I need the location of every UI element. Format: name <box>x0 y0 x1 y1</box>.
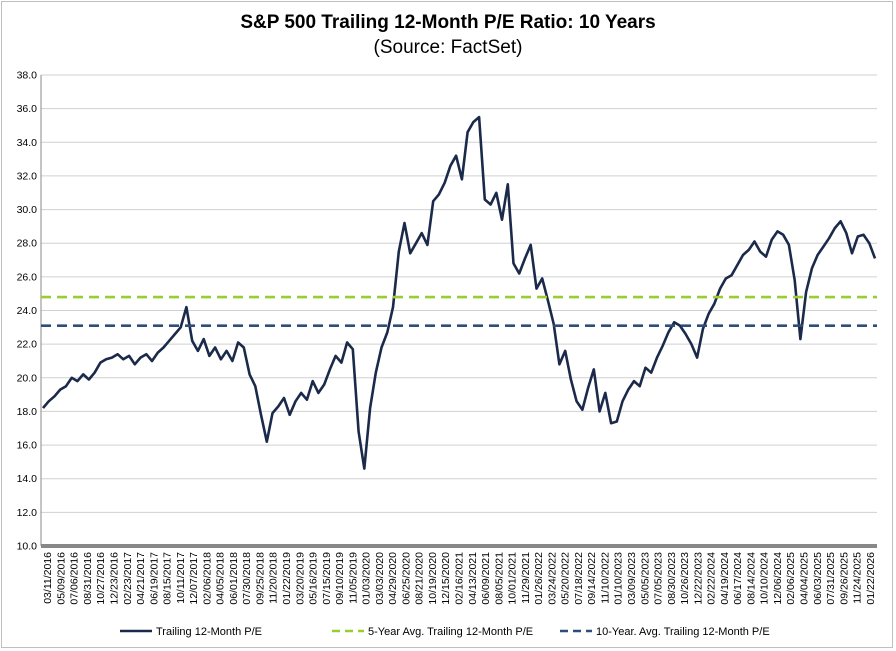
y-tick-label: 32.0 <box>17 170 38 182</box>
y-tick-label: 34.0 <box>17 137 38 149</box>
legend: Trailing 12-Month P/E 5-Year Avg. Trailin… <box>120 626 770 638</box>
x-tick-label: 05/16/2019 <box>308 552 320 605</box>
x-tick-label: 12/22/2023 <box>692 552 704 605</box>
x-tick-label: 02/06/2018 <box>201 552 213 605</box>
x-tick-label: 06/25/2020 <box>400 552 412 605</box>
x-tick-label: 04/05/2018 <box>215 552 227 605</box>
x-tick-label: 10/10/2024 <box>759 552 771 605</box>
x-tick-label: 01/22/2026 <box>865 552 877 605</box>
y-tick-label: 28.0 <box>17 238 38 250</box>
x-tick-label: 04/21/2017 <box>135 552 147 605</box>
x-tick-label: 10/27/2016 <box>95 552 107 605</box>
x-tick-label: 07/18/2022 <box>573 552 585 605</box>
y-tick-label: 30.0 <box>17 204 38 216</box>
x-tick-label: 08/30/2023 <box>666 552 678 605</box>
x-tick-label: 08/21/2020 <box>414 552 426 605</box>
y-tick-label: 16.0 <box>17 440 38 452</box>
x-tick-label: 06/17/2024 <box>732 552 744 605</box>
x-tick-label: 06/01/2018 <box>228 552 240 605</box>
x-tick-label: 09/26/2025 <box>838 552 850 605</box>
chart-subtitle: (Source: FactSet) <box>373 37 523 58</box>
x-tick-label: 08/05/2021 <box>493 552 505 605</box>
x-tick-label: 05/05/2023 <box>639 552 651 605</box>
y-tick-label: 38.0 <box>17 70 38 82</box>
legend-label: Trailing 12-Month P/E <box>156 626 262 638</box>
x-tick-label: 06/19/2017 <box>148 552 160 605</box>
y-tick-label: 12.0 <box>17 507 38 519</box>
y-tick-label: 36.0 <box>17 103 38 115</box>
x-tick-label: 11/20/2018 <box>268 552 280 604</box>
y-tick-label: 26.0 <box>17 271 38 283</box>
x-tick-label: 04/29/2020 <box>387 552 399 605</box>
x-tick-label: 11/24/2025 <box>852 552 864 604</box>
legend-item-trailing-pe: Trailing 12-Month P/E <box>120 626 262 638</box>
x-tick-label: 07/06/2016 <box>69 552 81 605</box>
x-tick-label: 08/14/2024 <box>745 552 757 605</box>
x-tick-label: 04/19/2024 <box>719 552 731 605</box>
x-tick-label: 04/13/2021 <box>467 552 479 605</box>
x-tick-label: 03/03/2020 <box>374 552 386 605</box>
x-tick-label: 03/24/2022 <box>546 552 558 605</box>
legend-item-5yr-avg: 5-Year Avg. Trailing 12-Month P/E <box>332 626 533 638</box>
x-tick-label: 12/23/2016 <box>108 552 120 605</box>
legend-item-10yr-avg: 10-Year. Avg. Trailing 12-Month P/E <box>560 626 770 638</box>
y-tick-label: 24.0 <box>17 305 38 317</box>
x-tick-label: 03/11/2016 <box>42 552 54 604</box>
x-tick-label: 08/15/2017 <box>162 552 174 605</box>
y-tick-label: 10.0 <box>17 541 38 553</box>
x-axis: 03/11/2016 05/09/2016 07/06/2016 08/31/2016… <box>41 544 877 605</box>
x-tick-label: 07/30/2018 <box>241 552 253 605</box>
x-tick-label: 08/31/2016 <box>82 552 94 605</box>
x-tick-label: 12/06/2024 <box>772 552 784 605</box>
x-tick-label: 06/03/2025 <box>812 552 824 605</box>
x-tick-label: 10/26/2023 <box>679 552 691 605</box>
x-tick-label: 12/07/2017 <box>188 552 200 605</box>
x-tick-label: 02/16/2021 <box>454 552 466 605</box>
x-tick-label: 11/10/2022 <box>599 552 611 604</box>
x-tick-label: 01/26/2022 <box>533 552 545 605</box>
x-tick-label: 02/22/2024 <box>706 552 718 605</box>
x-tick-label: 01/10/2023 <box>613 552 625 605</box>
x-tick-label: 03/09/2023 <box>626 552 638 605</box>
legend-label: 10-Year. Avg. Trailing 12-Month P/E <box>596 626 770 638</box>
chart-title: S&P 500 Trailing 12-Month P/E Ratio: 10 … <box>240 12 656 33</box>
x-tick-label: 01/22/2019 <box>281 552 293 605</box>
x-tick-label: 05/09/2016 <box>55 552 67 605</box>
x-tick-label: 05/20/2022 <box>560 552 572 605</box>
x-tick-label: 10/11/2017 <box>175 552 187 604</box>
x-tick-label: 12/15/2020 <box>440 552 452 605</box>
x-tick-label: 04/04/2025 <box>799 552 811 605</box>
x-tick-label: 06/09/2021 <box>480 552 492 605</box>
x-tick-label: 07/05/2023 <box>653 552 665 605</box>
legend-label: 5-Year Avg. Trailing 12-Month P/E <box>368 626 533 638</box>
y-tick-label: 20.0 <box>17 372 38 384</box>
x-tick-label: 02/06/2025 <box>785 552 797 605</box>
y-tick-label: 22.0 <box>17 339 38 351</box>
x-tick-label: 11/05/2019 <box>347 552 359 604</box>
gridlines <box>41 74 877 513</box>
x-tick-label: 02/23/2017 <box>122 552 134 605</box>
y-axis: 10.0 12.0 14.0 16.0 18.0 20.0 22.0 24.0 26.0 28.0… <box>17 70 42 553</box>
x-tick-label: 09/25/2018 <box>254 552 266 605</box>
x-tick-label: 10/01/2021 <box>507 552 519 605</box>
y-tick-label: 14.0 <box>17 473 38 485</box>
y-tick-label: 18.0 <box>17 406 38 418</box>
x-tick-label: 07/31/2025 <box>825 552 837 605</box>
x-tick-label: 11/29/2021 <box>520 552 532 604</box>
x-tick-label: 10/19/2020 <box>427 552 439 605</box>
series-line-trailing-pe <box>42 115 877 470</box>
x-tick-label: 09/14/2022 <box>586 552 598 605</box>
x-tick-label: 07/15/2019 <box>321 552 333 605</box>
x-tick-label: 03/20/2019 <box>294 552 306 605</box>
x-tick-label: 09/10/2019 <box>334 552 346 605</box>
series-layer <box>41 115 877 470</box>
x-tick-label: 01/03/2020 <box>361 552 373 605</box>
